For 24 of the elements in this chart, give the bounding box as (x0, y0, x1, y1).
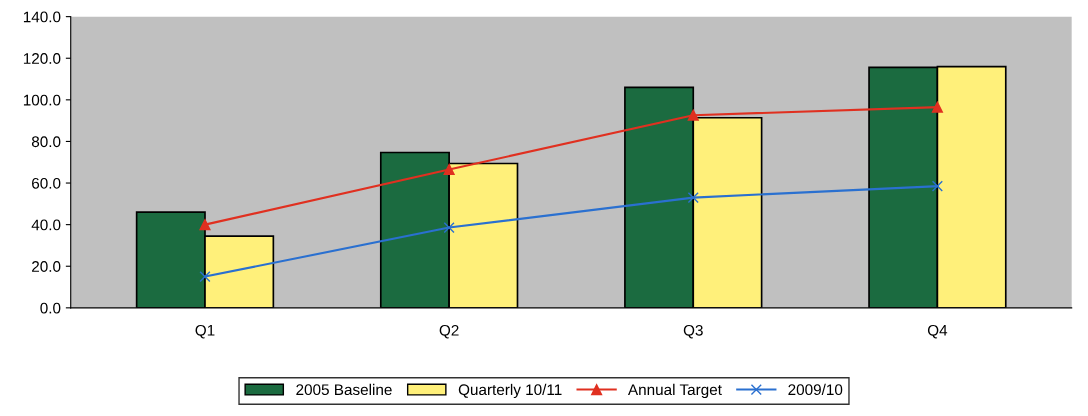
point (931, 101, 943, 113)
x-tick-label: Q3 (683, 324, 703, 339)
y-tick-label: 120.0 (23, 53, 61, 64)
y-tick-label: 40.0 (31, 219, 61, 231)
point (687, 109, 699, 121)
point (443, 163, 455, 176)
x-tick-label: Q2 (439, 324, 459, 339)
point (931, 180, 943, 192)
x-tick-label: Q1 (195, 324, 215, 339)
y-tick-label: 60.0 (32, 177, 61, 189)
point (687, 192, 699, 204)
y-tick-label: 20.0 (32, 261, 61, 272)
legend-label: 2009/10 (788, 383, 843, 396)
point (199, 219, 211, 231)
y-tick-label: 80.0 (31, 136, 61, 148)
legend-label: Quarterly 10/11 (458, 383, 562, 399)
y-tick-label: 140.0 (23, 11, 61, 23)
x-tick-label: Q4 (927, 324, 948, 339)
point (199, 271, 211, 283)
y-tick-label: 0.0 (40, 302, 61, 314)
y-tick-label: 100.0 (23, 94, 61, 106)
legend-label: 2005 Baseline (296, 383, 392, 396)
legend-label: Annual Target (627, 383, 722, 399)
point (443, 221, 455, 234)
